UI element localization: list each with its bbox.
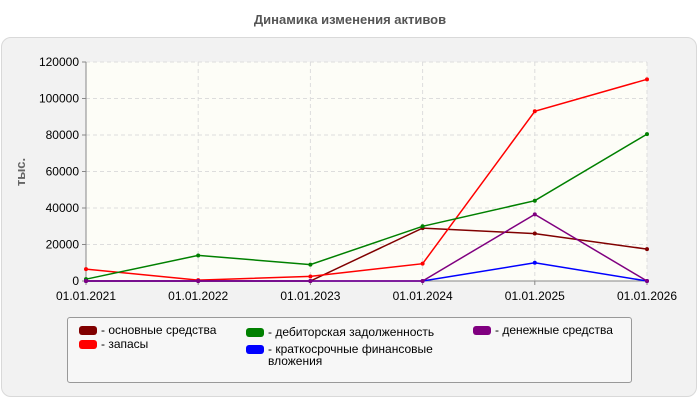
x-tick-label: 01.01.2024 (393, 289, 453, 303)
data-point (532, 212, 537, 217)
y-tick-label: 80000 (46, 128, 80, 142)
legend-label: - денежные средства (495, 323, 613, 337)
y-tick-label: 40000 (46, 201, 80, 215)
series-line (85, 133, 648, 280)
y-tick-label: 100000 (39, 92, 79, 106)
legend-label: - дебиторская задолженность (268, 325, 435, 339)
series-line (85, 78, 648, 281)
legend-swatch (79, 326, 97, 335)
legend-label: - основные средства (101, 323, 217, 337)
data-point (645, 77, 649, 82)
data-point (308, 274, 313, 279)
data-point (532, 231, 537, 236)
data-point (645, 247, 649, 252)
series-line (86, 213, 648, 282)
data-point (84, 279, 88, 283)
data-point (532, 198, 537, 203)
y-tick-label: 20000 (46, 238, 80, 252)
data-point (420, 279, 425, 283)
legend-label: - краткосрочные финансовые вложения (268, 342, 433, 368)
legend-item: - краткосрочные финансовые вложения (246, 343, 476, 367)
legend-swatch (473, 326, 491, 335)
data-point (84, 267, 88, 272)
data-point (308, 279, 313, 283)
data-point (645, 132, 649, 137)
data-point (308, 262, 313, 267)
y-tick-label: 120000 (39, 55, 79, 69)
x-tick-label: 01.01.2026 (617, 289, 677, 303)
data-point (645, 279, 649, 283)
x-tick-label: 01.01.2025 (505, 289, 565, 303)
data-point (532, 109, 537, 114)
data-point (196, 253, 201, 258)
legend-swatch (79, 340, 97, 349)
legend-item: - дебиторская задолженность (246, 326, 476, 338)
y-axis-label: тыс. (13, 158, 28, 186)
y-tick-label: 60000 (46, 165, 80, 179)
legend-item: - денежные средства (473, 324, 633, 336)
legend: - основные средства - запасы - дебиторск… (67, 317, 632, 383)
x-tick-label: 01.01.2022 (168, 289, 228, 303)
legend-item: - основные средства (79, 324, 244, 336)
x-tick-label: 01.01.2021 (56, 289, 116, 303)
data-point (420, 261, 425, 266)
data-point (196, 279, 201, 283)
legend-swatch (246, 345, 264, 354)
data-point (532, 260, 537, 265)
data-point (420, 224, 425, 229)
legend-label: - запасы (101, 337, 149, 351)
chart-title: Динамика изменения активов (253, 12, 447, 27)
x-tick-label: 01.01.2023 (280, 289, 340, 303)
y-tick-label: 0 (72, 274, 79, 288)
legend-item: - запасы (79, 338, 244, 350)
legend-swatch (246, 328, 264, 337)
